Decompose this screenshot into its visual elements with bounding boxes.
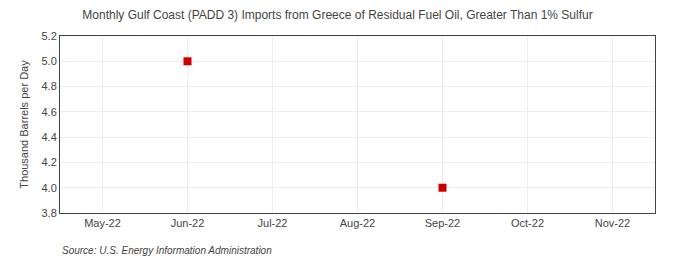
svg-text:Monthly Gulf Coast (PADD 3) Im: Monthly Gulf Coast (PADD 3) Imports from…: [82, 8, 592, 22]
svg-text:Source: U.S. Energy Informatio: Source: U.S. Energy Information Administ…: [62, 245, 272, 256]
svg-text:4.8: 4.8: [42, 80, 57, 92]
svg-text:Nov-22: Nov-22: [595, 217, 630, 229]
svg-text:4.0: 4.0: [42, 182, 57, 194]
svg-text:Oct-22: Oct-22: [511, 217, 544, 229]
svg-text:4.4: 4.4: [42, 131, 57, 143]
svg-text:5.2: 5.2: [42, 30, 57, 42]
svg-text:Thousand Barrels per Day: Thousand Barrels per Day: [18, 60, 30, 189]
svg-text:Jul-22: Jul-22: [258, 217, 288, 229]
svg-text:Jun-22: Jun-22: [171, 217, 205, 229]
svg-text:4.6: 4.6: [42, 106, 57, 118]
svg-text:3.8: 3.8: [42, 207, 57, 219]
svg-text:4.2: 4.2: [42, 156, 57, 168]
svg-text:Aug-22: Aug-22: [340, 217, 375, 229]
svg-text:5.0: 5.0: [42, 55, 57, 67]
svg-text:May-22: May-22: [84, 217, 121, 229]
svg-text:Sep-22: Sep-22: [425, 217, 460, 229]
